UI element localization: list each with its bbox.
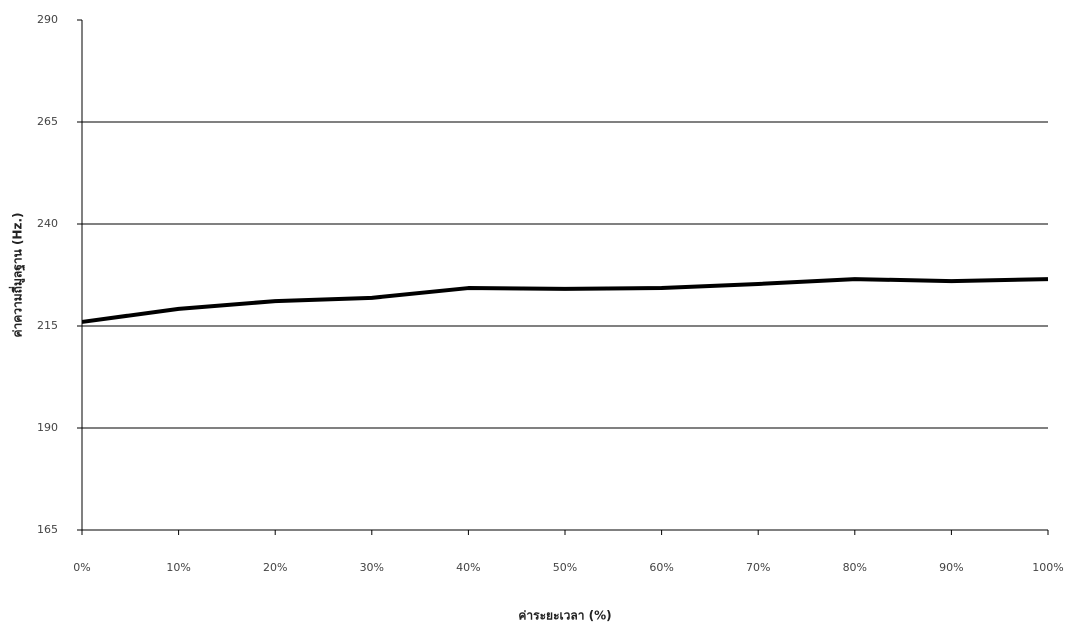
x-tick-label: 70% [746, 561, 770, 574]
y-axis-title: ค่าความถี่มูลฐาน (Hz.) [9, 212, 26, 337]
x-tick-label: 90% [939, 561, 963, 574]
x-tick-label: 40% [456, 561, 480, 574]
y-tick-label: 240 [37, 217, 58, 230]
x-tick-label: 100% [1032, 561, 1063, 574]
y-tick-label: 190 [37, 421, 58, 434]
x-tick-label: 0% [73, 561, 90, 574]
line-series [81, 277, 1049, 324]
x-axis-title: ค่าระยะเวลา (%) [518, 609, 611, 623]
y-tick-label: 290 [37, 13, 58, 26]
y-tick-label: 215 [37, 319, 58, 332]
x-tick-label: 30% [360, 561, 384, 574]
y-tick-label: 165 [37, 523, 58, 536]
x-tick-label: 50% [553, 561, 577, 574]
y-tick-label: 265 [37, 115, 58, 128]
x-tick-label: 80% [843, 561, 867, 574]
x-tick-label: 20% [263, 561, 287, 574]
x-tick-label: 60% [649, 561, 673, 574]
x-tick-label: 10% [166, 561, 190, 574]
